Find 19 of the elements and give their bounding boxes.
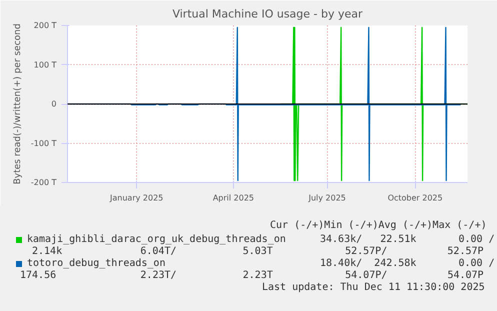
y-tick-label: -200 T bbox=[30, 178, 57, 187]
text: Last update: Thu Dec 11 11:30:00 2025 bbox=[262, 282, 485, 294]
text: 2.14k 6.04T/ 5.03T 52.57P/ 52.57P bbox=[32, 246, 484, 258]
legend-label: kamaji_ghibli_darac_org_uk_debug_threads_on bbox=[27, 234, 286, 246]
text: 18.40k/ 242.58k 0.00 / bbox=[320, 258, 495, 270]
text: 34.63k/ 22.51k 0.00 / bbox=[320, 234, 495, 246]
y-tick-label: 200 T bbox=[34, 21, 57, 30]
x-tick-label: January 2025 bbox=[109, 194, 164, 202]
x-tick-label: April 2025 bbox=[212, 194, 254, 202]
y-tick-label: 0 bbox=[51, 100, 57, 108]
y-tick-label: -100 T bbox=[30, 138, 57, 148]
y-axis-title: Bytes read(-)/written(+) per second bbox=[12, 24, 23, 184]
y-tick-label: 100 T bbox=[34, 60, 57, 70]
text: 174.56 2.23T/ 2.23T 54.07P/ 54.07P bbox=[20, 270, 484, 282]
x-tick-label: October 2025 bbox=[388, 194, 443, 202]
text: Cur (-/+)Min (-/+)Avg (-/+)Max (-/+) bbox=[270, 220, 487, 232]
x-tick-label: July 2025 bbox=[308, 194, 346, 202]
legend-label: totoro_debug_threads_on bbox=[27, 258, 166, 270]
chart-title: Virtual Machine IO usage - by year bbox=[172, 8, 364, 20]
